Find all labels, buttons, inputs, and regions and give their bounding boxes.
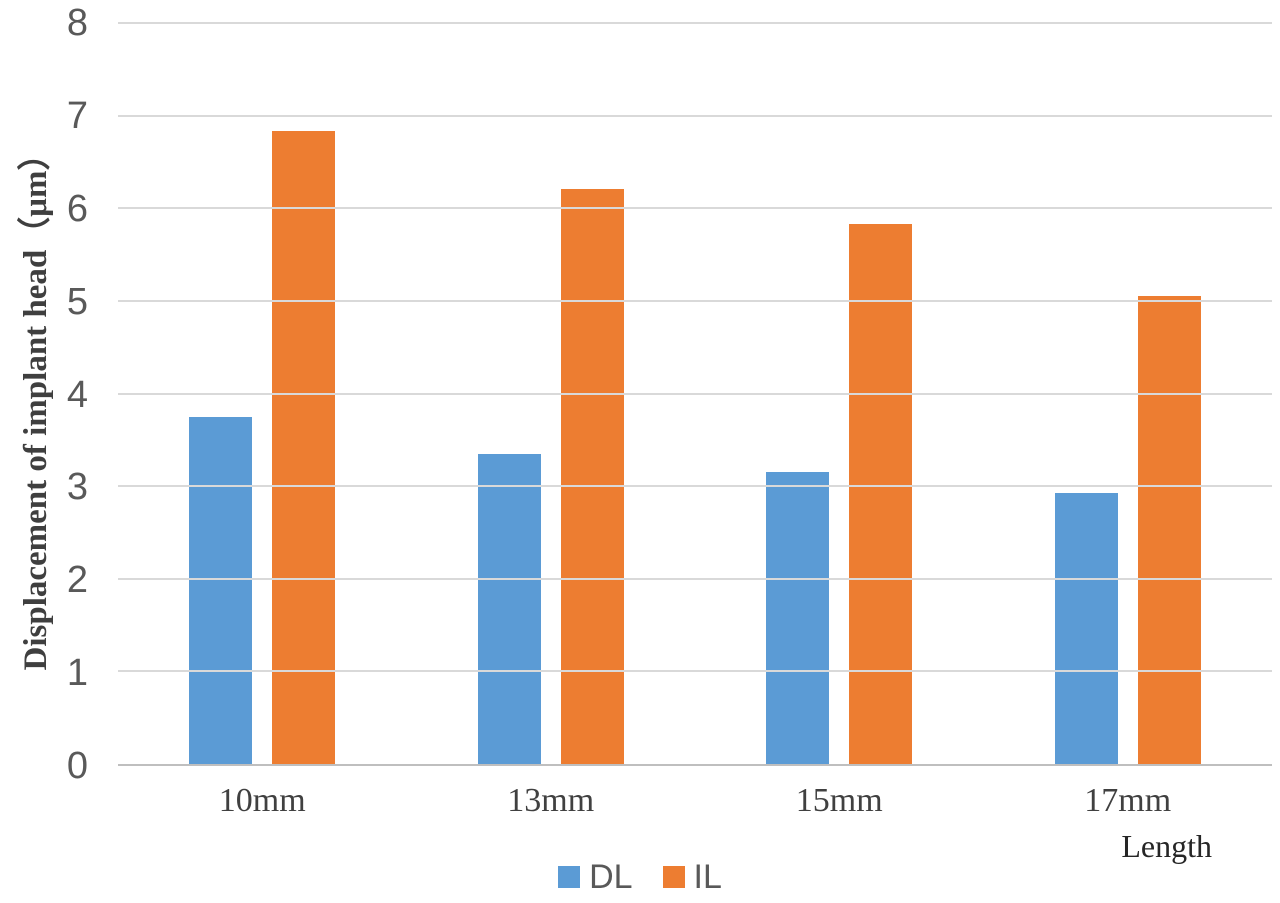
gridline-y-4 [118,392,1272,395]
y-tick-label-3: 3 [66,466,88,509]
legend-item-IL: IL [662,858,722,896]
legend-label-DL: DL [589,858,633,896]
plot-area [118,22,1272,766]
x-tick-label-15mm: 15mm [795,782,883,819]
bar-DL-17mm [1054,492,1118,764]
gridline-y-2 [118,577,1272,580]
y-axis-tick-labels: 0 1 2 3 4 5 6 7 8 [0,4,88,785]
bar-IL-15mm [849,224,913,764]
gridline-y-1 [118,670,1272,673]
x-axis-title: Length [1121,828,1212,864]
x-tick-label-13mm: 13mm [507,782,595,819]
bar-DL-15mm [766,472,830,764]
y-tick-label-2: 2 [66,559,88,602]
bar-DL-10mm [189,416,253,764]
gridline-y-8 [118,22,1272,24]
y-tick-label-4: 4 [66,373,88,416]
legend-label-IL: IL [693,858,722,896]
bar-IL-10mm [272,131,336,764]
legend-item-DL: DL [558,858,633,896]
category-group-10mm [118,23,407,764]
category-group-17mm [984,23,1273,764]
category-group-13mm [407,23,696,764]
y-tick-label-7: 7 [66,94,88,137]
bar-IL-17mm [1137,296,1201,764]
category-group-15mm [695,23,984,764]
gridline-y-3 [118,485,1272,488]
bars-row [118,23,1272,764]
y-tick-label-8: 8 [66,2,88,44]
bar-DL-13mm [477,453,541,764]
x-axis-tick-labels: 10mm 13mm 15mm 17mm [118,782,1272,820]
y-tick-label-6: 6 [66,187,88,230]
legend-swatch-DL [558,866,581,888]
chart-legend: DL IL [0,860,1280,894]
gridline-y-6 [118,207,1272,210]
y-tick-label-0: 0 [66,745,88,787]
y-tick-label-5: 5 [66,280,88,323]
y-tick-label-1: 1 [66,652,88,695]
gridline-y-7 [118,114,1272,117]
bar-IL-13mm [560,188,624,764]
gridline-y-5 [118,299,1272,302]
x-tick-label-10mm: 10mm [218,782,306,819]
x-tick-label-17mm: 17mm [1084,782,1172,819]
legend-swatch-IL [662,866,685,888]
